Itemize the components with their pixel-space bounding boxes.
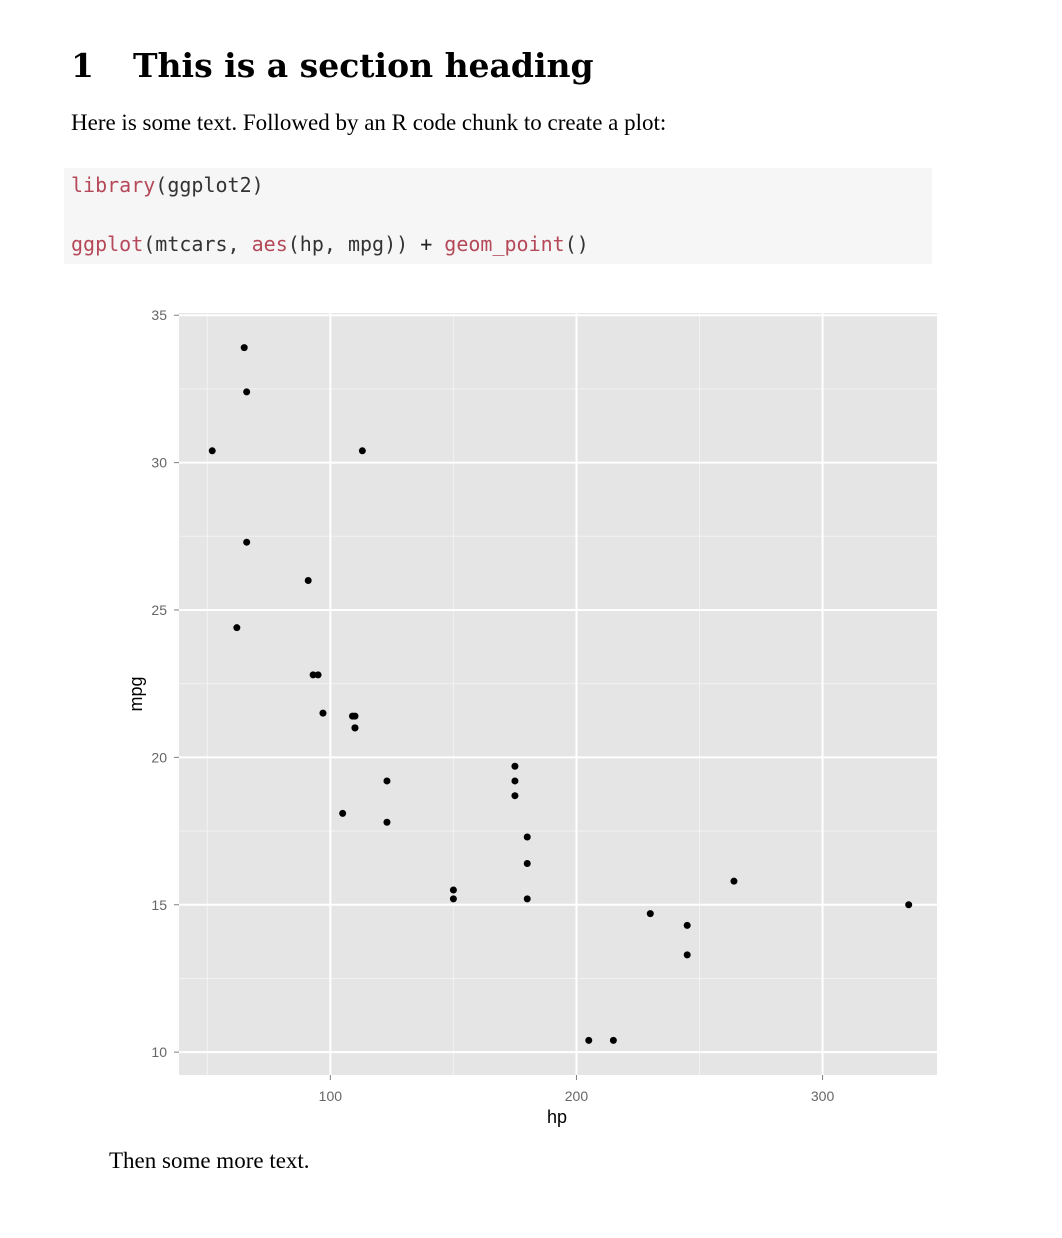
data-point (233, 624, 241, 632)
data-point (314, 671, 322, 679)
section-heading: 1 This is a section heading (71, 46, 594, 85)
code-line-library: library(ggplot2) (71, 173, 264, 197)
code-function-ggplot: ggplot (71, 232, 144, 256)
data-point (523, 895, 531, 903)
minor-grid (179, 313, 937, 1075)
data-point (511, 792, 519, 800)
code-args: (ggplot2) (155, 173, 264, 197)
data-point (240, 344, 248, 352)
code-args: () (564, 232, 589, 256)
data-point (208, 447, 216, 455)
data-point (383, 818, 391, 826)
data-point (243, 538, 251, 546)
data-point (358, 447, 366, 455)
data-points (208, 344, 913, 1044)
section-title: This is a section heading (133, 46, 594, 85)
data-point (585, 1036, 593, 1044)
data-point (349, 712, 357, 720)
code-function-geom-point: geom_point (444, 232, 565, 256)
data-point (319, 709, 327, 717)
section-number: 1 (71, 46, 94, 85)
x-axis-title: hp (547, 1107, 567, 1127)
data-point (905, 901, 913, 909)
data-point (309, 671, 317, 679)
data-point (383, 777, 391, 785)
code-function-aes: aes (251, 232, 288, 256)
data-point (243, 388, 251, 396)
data-point (511, 777, 519, 785)
data-point (511, 762, 519, 770)
code-args: (hp, mpg)) (287, 232, 421, 256)
data-point (523, 859, 531, 867)
data-point (730, 877, 738, 885)
data-point (304, 577, 312, 585)
data-point (339, 809, 347, 817)
data-point (683, 921, 691, 929)
data-point (449, 895, 457, 903)
data-point (683, 951, 691, 959)
x-tick-label: 300 (811, 1088, 835, 1104)
closing-paragraph: Then some more text. (109, 1148, 310, 1173)
y-tick-label: 20 (151, 749, 167, 765)
code-line-ggplot: ggplot(mtcars, aes(hp, mpg)) + geom_poin… (71, 232, 589, 256)
y-tick-label: 30 (151, 455, 167, 471)
code-chunk: library(ggplot2) ggplot(mtcars, aes(hp, … (64, 168, 932, 264)
y-tick-label: 15 (151, 897, 167, 913)
plot-panel (179, 313, 937, 1075)
major-grid (179, 313, 937, 1075)
code-function-library: library (71, 173, 156, 197)
y-tick-label: 25 (151, 602, 167, 618)
axis-tick-labels: 100 200 300 10 15 20 25 30 35 (151, 307, 834, 1104)
code-args: (mtcars, (143, 232, 252, 256)
x-tick-label: 200 (565, 1088, 589, 1104)
data-point (449, 886, 457, 894)
y-axis-title: mpg (126, 676, 146, 711)
x-tick-label: 100 (319, 1088, 343, 1104)
code-operator-plus: + (420, 232, 433, 256)
axis-ticks (174, 314, 824, 1080)
y-tick-label: 35 (151, 307, 167, 323)
data-point (646, 910, 654, 918)
intro-paragraph: Here is some text. Followed by an R code… (71, 110, 667, 135)
data-point (351, 724, 359, 732)
data-point (609, 1036, 617, 1044)
data-point (523, 833, 531, 841)
y-tick-label: 10 (151, 1044, 167, 1060)
